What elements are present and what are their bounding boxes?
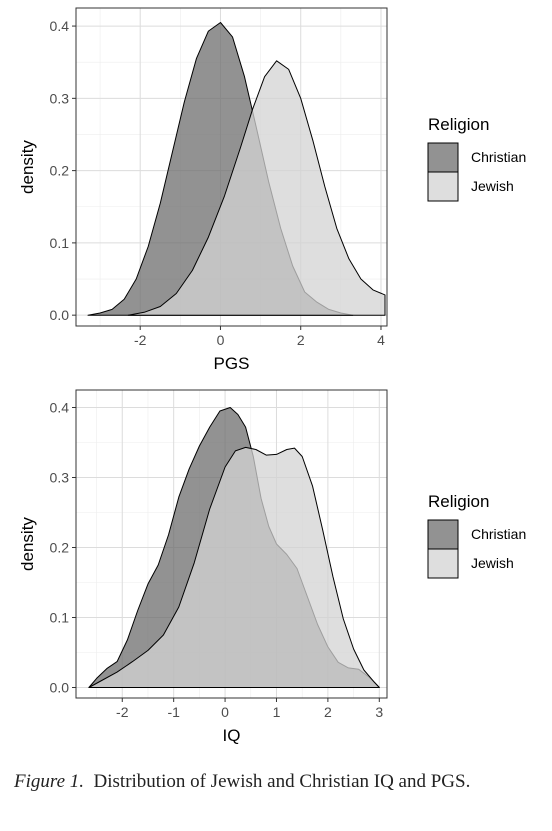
- y-tick-label: 0.4: [50, 18, 70, 34]
- y-tick-label: 0.1: [50, 610, 70, 626]
- legend-label-jewish: Jewish: [471, 178, 514, 194]
- legend-key-jewish: [427, 548, 459, 579]
- y-tick-label: 0.3: [50, 470, 70, 486]
- x-tick-label: 4: [377, 332, 385, 348]
- legend-label-christian: Christian: [471, 526, 526, 542]
- legend-title: Religion: [428, 492, 489, 511]
- x-tick-label: -1: [167, 704, 180, 720]
- x-axis-title: PGS: [214, 354, 250, 373]
- legend-title: Religion: [428, 115, 489, 134]
- x-tick-label: 3: [375, 704, 383, 720]
- x-axis-title: IQ: [223, 726, 241, 745]
- y-tick-label: 0.0: [50, 680, 70, 696]
- y-axis-title: density: [18, 517, 37, 571]
- legend: Religion Christian Jewish: [427, 492, 526, 579]
- caption-label: Figure 1.: [14, 771, 85, 792]
- y-tick-label: 0.2: [50, 163, 70, 179]
- y-axis-title: density: [18, 140, 37, 194]
- x-tick-label: -2: [116, 704, 129, 720]
- y-tick-label: 0.1: [50, 235, 70, 251]
- x-tick-label: -2: [134, 332, 147, 348]
- x-tick-label: 0: [217, 332, 225, 348]
- density-area-jewish: [88, 446, 380, 688]
- legend-key-christian: [427, 519, 459, 550]
- x-tick-label: 1: [273, 704, 281, 720]
- legend-key-christian: [427, 142, 459, 173]
- legend-key-jewish: [427, 171, 459, 202]
- x-tick-label: 0: [221, 704, 229, 720]
- panel-border: [75, 389, 388, 699]
- figure: -2 0 2 4 0.0 0.1 0.2 0.3 0.4 PGS density Religion Ch…: [18, 7, 526, 745]
- panel-pgs: -2 0 2 4 0.0 0.1 0.2 0.3 0.4 PGS density Religion Ch…: [18, 7, 526, 373]
- x-tick-label: 2: [324, 704, 332, 720]
- y-tick-label: 0.2: [50, 540, 70, 556]
- caption-text: Distribution of Jewish and Christian IQ …: [93, 771, 471, 792]
- panel-border: [75, 7, 388, 327]
- legend: Religion Christian Jewish: [427, 115, 526, 202]
- legend-label-jewish: Jewish: [471, 555, 514, 571]
- y-tick-label: 0.3: [50, 90, 70, 106]
- y-tick-label: 0.4: [50, 400, 70, 416]
- y-tick-label: 0.0: [50, 307, 70, 323]
- x-tick-label: 2: [297, 332, 305, 348]
- legend-label-christian: Christian: [471, 149, 526, 165]
- panel-iq: -2 -1 0 1 2 3 0.0 0.1 0.2 0.3 0.4 IQ density Religion…: [18, 389, 526, 745]
- density-area-jewish: [127, 60, 386, 316]
- figure-caption: Figure 1. Distribution of Jewish and Chr…: [14, 770, 542, 793]
